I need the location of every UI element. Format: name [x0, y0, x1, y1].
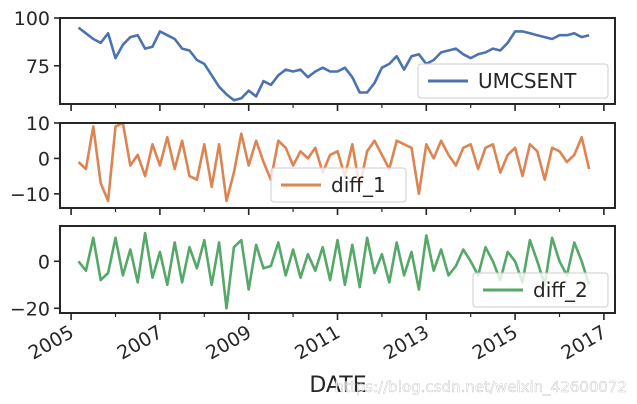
- y-tick-label: 0: [38, 148, 50, 170]
- x-tick-label: 2011: [291, 321, 344, 364]
- x-tick-label: 2005: [25, 321, 78, 364]
- legend-diff-1: diff_1: [270, 167, 407, 203]
- watermark-text: https://blog.csdn.net/weixin_42600072: [334, 378, 627, 397]
- series-layer-umcsent: [77, 26, 590, 102]
- legend-label-diff-2: diff_2: [533, 278, 588, 302]
- x-tick-label: 2007: [114, 321, 167, 364]
- x-tick-label: 2009: [202, 321, 255, 364]
- y-tick-label: 0: [38, 251, 50, 273]
- series-line-umcsent: [77, 26, 590, 102]
- y-axis-diff-2: 0 −20: [10, 251, 60, 320]
- legend-umcsent: UMCSENT: [417, 63, 609, 99]
- x-axis-title: DATE: [309, 373, 366, 398]
- legend-box-umcsent: [417, 63, 609, 99]
- diff-2-panel: 0 −20 diff_2: [10, 225, 616, 320]
- y-axis-umcsent: 75 100: [14, 8, 60, 78]
- y-tick-label: 10: [26, 113, 50, 135]
- y-tick-label: −20: [10, 298, 50, 320]
- umcsent-panel: 75 100 UMCSENT: [14, 8, 616, 105]
- series-line-diff-1: [77, 121, 591, 203]
- legend-box-diff-2: [472, 272, 609, 308]
- x-tick-label: 2015: [469, 321, 522, 364]
- legend-box-diff-1: [270, 167, 407, 203]
- y-tick-label: 75: [26, 56, 50, 78]
- x-tick-label: 2013: [380, 321, 433, 364]
- legend-label-diff-1: diff_1: [331, 173, 386, 197]
- legend-diff-2: diff_2: [472, 272, 609, 308]
- y-tick-label: −10: [10, 184, 50, 206]
- x-tick-label: 2017: [558, 321, 611, 364]
- y-tick-label: 100: [14, 8, 50, 30]
- y-axis-diff-1: 10 0 −10: [10, 113, 60, 206]
- legend-label-umcsent: UMCSENT: [478, 69, 577, 93]
- series-line-diff-2: [77, 231, 591, 310]
- diff-1-panel: 10 0 −10 diff_1: [10, 113, 616, 209]
